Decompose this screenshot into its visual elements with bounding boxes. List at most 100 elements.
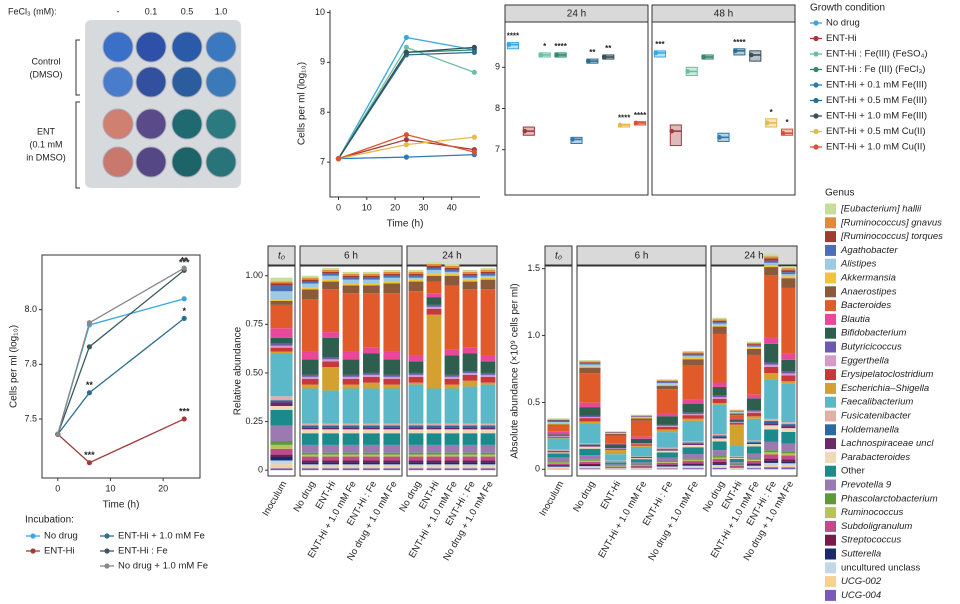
bar-segment	[383, 454, 401, 457]
point	[701, 54, 706, 60]
bar-segment	[301, 378, 319, 385]
bar-segment	[408, 273, 424, 276]
bar-segment	[270, 299, 293, 301]
concentration: 0.1	[145, 6, 158, 16]
bar-segment	[547, 438, 570, 450]
bar-segment	[656, 467, 678, 469]
bar-segment	[656, 379, 678, 381]
bar-segment	[547, 424, 570, 426]
bar-segment	[480, 384, 496, 424]
bar-segment	[383, 269, 401, 272]
bar-segment	[579, 460, 601, 462]
bar-segment	[605, 464, 627, 466]
x-tick-label: 40	[447, 202, 457, 212]
bar-segment	[462, 269, 478, 272]
bar-segment	[712, 457, 727, 460]
bar-segment	[462, 444, 478, 453]
bar-segment	[781, 287, 796, 354]
bar-segment	[444, 388, 460, 424]
bar-segment	[363, 462, 380, 465]
bar-segment	[363, 293, 380, 348]
bar-segment	[746, 446, 762, 454]
bar-segment	[480, 361, 496, 373]
point	[86, 460, 92, 466]
bar-segment	[547, 467, 570, 469]
bar-segment	[342, 374, 360, 377]
bar-segment	[383, 433, 401, 445]
point	[181, 315, 187, 322]
bar-segment	[301, 464, 319, 467]
bar-segment	[322, 454, 339, 457]
bar-segment	[656, 465, 678, 467]
legend-marker	[104, 548, 110, 554]
bar-segment	[363, 468, 380, 471]
bar-segment	[480, 289, 496, 356]
y-tick-label: 7.8	[24, 359, 37, 369]
legend-swatch	[825, 493, 836, 505]
bar-segment	[682, 443, 704, 445]
bar-segment	[342, 283, 360, 286]
bar-segment	[270, 304, 293, 329]
bar-segment	[781, 465, 796, 468]
row-label: Control	[31, 56, 60, 66]
well	[102, 146, 134, 178]
bar-segment	[712, 404, 727, 434]
bar-segment	[764, 343, 779, 363]
legend-label: No drug + 1.0 mM Fe	[118, 561, 208, 572]
bar-segment	[462, 468, 478, 471]
significance: *	[543, 42, 547, 51]
bar-segment	[547, 435, 570, 437]
legend-label: Sutterella	[841, 549, 881, 560]
bar-segment	[712, 461, 727, 464]
point	[403, 137, 410, 143]
bar-segment	[462, 277, 478, 280]
bar-segment	[656, 381, 678, 383]
bar-segment	[342, 351, 360, 360]
y-tick-label: 7	[320, 156, 325, 166]
bar-segment	[363, 388, 380, 424]
bar-segment	[383, 359, 401, 375]
y-tick-label: 9	[495, 62, 500, 72]
bar-segment	[301, 374, 319, 377]
bar-segment	[579, 448, 601, 456]
bar-segment	[656, 457, 678, 462]
legend-swatch	[825, 244, 836, 256]
bar-segment	[712, 320, 727, 323]
bar-segment	[579, 362, 601, 364]
bar-segment	[322, 390, 339, 424]
bar-segment	[729, 465, 744, 466]
bar-segment	[656, 464, 678, 466]
significance: ****	[554, 42, 567, 51]
bar-segment	[764, 254, 779, 257]
bar-segment	[480, 269, 496, 272]
bar-segment	[363, 279, 380, 284]
bar-segment	[480, 423, 496, 426]
significance: ****	[733, 38, 746, 47]
well	[102, 108, 134, 140]
row-bracket	[75, 39, 80, 189]
well	[205, 66, 237, 98]
bar-segment	[408, 277, 424, 280]
bar-segment	[426, 314, 442, 389]
bar-segment	[322, 367, 339, 391]
facet-label: 6 h	[344, 251, 358, 262]
bar-segment	[444, 267, 460, 270]
bar-segment	[656, 449, 678, 451]
bar-segment	[322, 267, 339, 270]
bar-segment	[383, 468, 401, 471]
bar-segment	[729, 411, 744, 413]
bar-segment	[426, 297, 442, 305]
bar-segment	[383, 293, 401, 352]
bar-segment	[547, 462, 570, 464]
bar-segment	[301, 275, 319, 278]
bar-segment	[729, 422, 744, 423]
bar-segment	[579, 415, 601, 418]
bar-segment	[408, 433, 424, 445]
bar-segment	[426, 304, 442, 307]
bar-segment	[579, 446, 601, 449]
facet-label: 24 h	[567, 9, 586, 20]
bar-segment	[342, 464, 360, 467]
facet-frame	[651, 21, 796, 196]
point	[538, 52, 544, 58]
bar-segment	[547, 465, 570, 467]
